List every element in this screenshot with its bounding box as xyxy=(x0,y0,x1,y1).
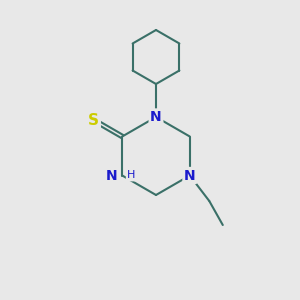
Text: N: N xyxy=(184,169,196,182)
Text: N: N xyxy=(150,110,162,124)
Text: N: N xyxy=(106,169,118,182)
Text: S: S xyxy=(88,112,99,128)
Text: H: H xyxy=(127,170,135,181)
